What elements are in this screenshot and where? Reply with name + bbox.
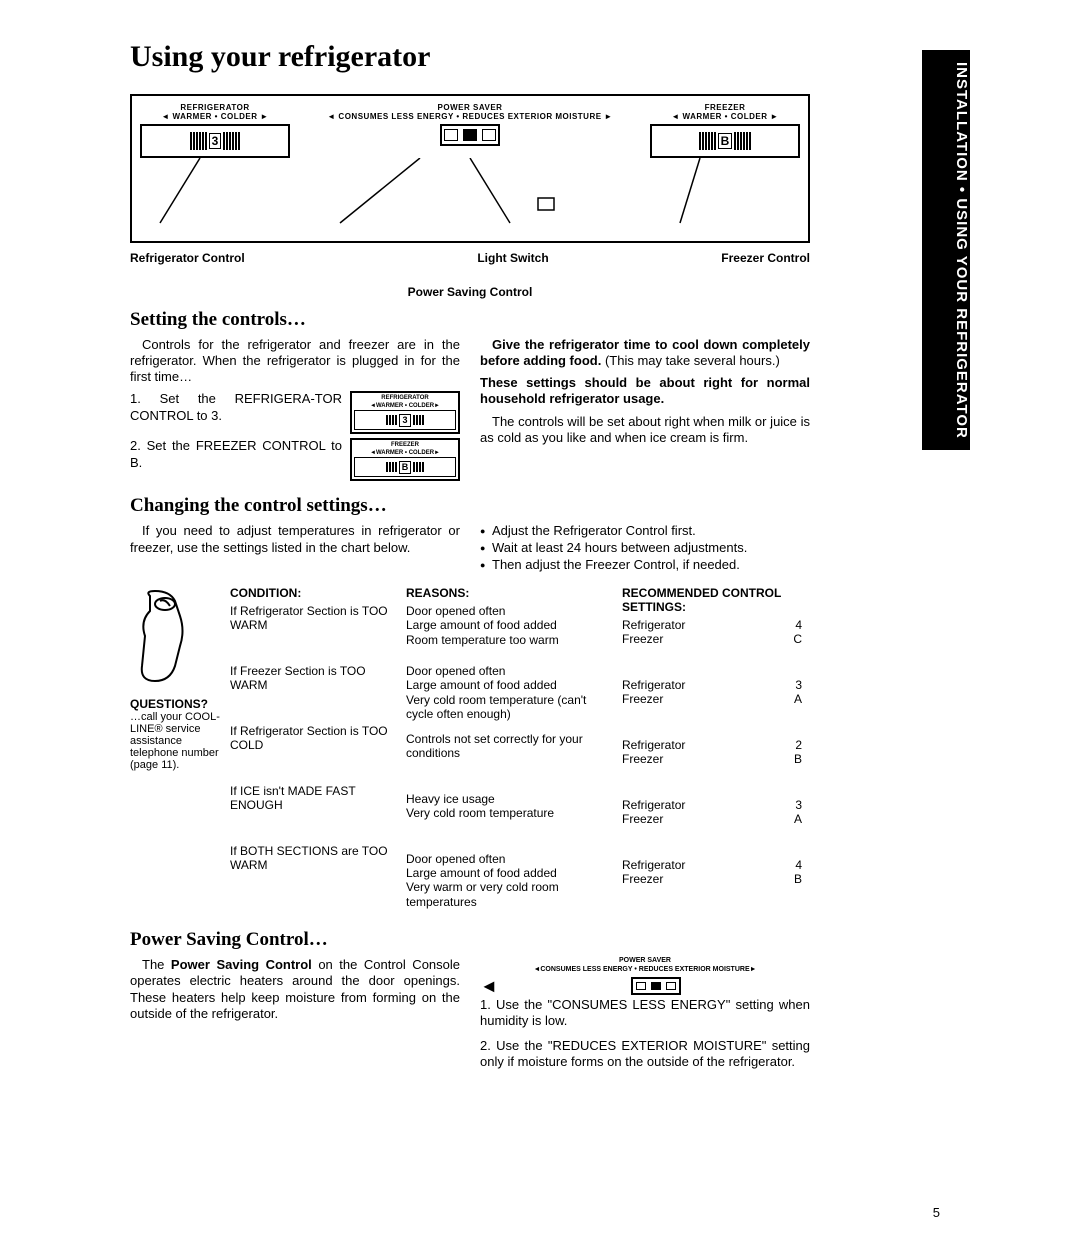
changing-bullets: Adjust the Refrigerator Control first.Wa… — [480, 523, 810, 574]
section-tab: INSTALLATION • USING YOUR REFRIGERATOR — [922, 50, 970, 450]
power-step1: 1. Use the "CONSUMES LESS ENERGY" settin… — [480, 997, 810, 1030]
page-title: Using your refrigerator — [130, 40, 810, 74]
step1-text: 1. Set the REFRIGERA-TOR CONTROL to 3. — [130, 391, 342, 424]
reasons-header: REASONS: — [406, 586, 606, 600]
recommended-cell: Refrigerator2FreezerB — [622, 738, 802, 788]
changing-intro: If you need to adjust temperatures in re… — [130, 523, 460, 556]
callout-labels: Refrigerator Control Light Switch Freeze… — [130, 251, 810, 265]
reasons-cell: Door opened often Large amount of food a… — [406, 852, 606, 910]
freezer-label: FREEZER ◄ WARMER • COLDER ► — [650, 104, 800, 122]
condition-header: CONDITION: — [230, 586, 390, 600]
changing-bullet: Adjust the Refrigerator Control first. — [480, 523, 810, 540]
questions-heading: QUESTIONS? — [130, 697, 220, 711]
recommended-cell: Refrigerator3FreezerA — [622, 798, 802, 848]
condition-cell: If Freezer Section is TOO WARM — [230, 664, 390, 714]
condition-cell: If Refrigerator Section is TOO WARM — [230, 604, 390, 654]
condition-cell: If Refrigerator Section is TOO COLD — [230, 724, 390, 774]
setting-heading: Setting the controls… — [130, 309, 810, 331]
setting-right-body: The controls will be set about right whe… — [480, 414, 810, 447]
telephone-hand-icon — [130, 586, 200, 686]
reasons-cell: Heavy ice usage Very cold room temperatu… — [406, 792, 606, 842]
refrigerator-dial: 3 — [140, 124, 290, 158]
changing-bullet: Wait at least 24 hours between adjustmen… — [480, 540, 810, 557]
control-panel-diagram: REFRIGERATOR ◄ WARMER • COLDER ► 3 POWER… — [130, 94, 810, 243]
power-step2: 2. Use the "REDUCES EXTERIOR MOISTURE" s… — [480, 1038, 810, 1071]
reasons-cell: Controls not set correctly for your cond… — [406, 732, 606, 782]
recommended-header: RECOMMENDED CONTROL SETTINGS: — [622, 586, 802, 614]
callout-lines-icon — [140, 158, 800, 228]
changing-heading: Changing the control settings… — [130, 495, 810, 517]
power-saver-switch — [440, 124, 500, 146]
recommended-cell: Refrigerator4FreezerC — [622, 618, 802, 668]
step2-text: 2. Set the FREEZER CONTROL to B. — [130, 438, 342, 471]
power-heading: Power Saving Control… — [130, 929, 810, 951]
page-number: 5 — [933, 1205, 940, 1220]
recommended-cell: Refrigerator4FreezerB — [622, 858, 802, 908]
mini-power-saver: POWER SAVER ◄CONSUMES LESS ENERGY • REDU… — [480, 957, 810, 997]
reasons-cell: Door opened often Large amount of food a… — [406, 664, 606, 722]
mini-refrigerator-dial: REFRIGERATOR ◄WARMER • COLDER► 3 — [350, 391, 460, 434]
setting-right-bold: These settings should be about right for… — [480, 375, 810, 408]
setting-intro: Controls for the refrigerator and freeze… — [130, 337, 460, 386]
freezer-dial: B — [650, 124, 800, 158]
questions-body: …call your COOL-LINE® service assistance… — [130, 711, 220, 771]
page-content: Using your refrigerator REFRIGERATOR ◄ W… — [0, 0, 870, 1106]
reasons-cell: Door opened often Large amount of food a… — [406, 604, 606, 654]
condition-cell: If BOTH SECTIONS are TOO WARM — [230, 844, 390, 894]
power-saver-label: POWER SAVER ◄ CONSUMES LESS ENERGY • RED… — [320, 104, 620, 122]
troubleshooting-chart: QUESTIONS? …call your COOL-LINE® service… — [130, 586, 810, 919]
recommended-cell: Refrigerator3FreezerA — [622, 678, 802, 728]
power-saving-callout: Power Saving Control — [130, 285, 810, 299]
mini-freezer-dial: FREEZER ◄WARMER • COLDER► B — [350, 438, 460, 481]
setting-right-top: Give the refrigerator time to cool down … — [480, 337, 810, 370]
changing-bullet: Then adjust the Freezer Control, if need… — [480, 557, 810, 574]
arrow-left-icon: ◄ — [480, 975, 498, 998]
refrigerator-label: REFRIGERATOR ◄ WARMER • COLDER ► — [140, 104, 290, 122]
power-left: The Power Saving Control on the Control … — [130, 957, 460, 1022]
condition-cell: If ICE isn't MADE FAST ENOUGH — [230, 784, 390, 834]
